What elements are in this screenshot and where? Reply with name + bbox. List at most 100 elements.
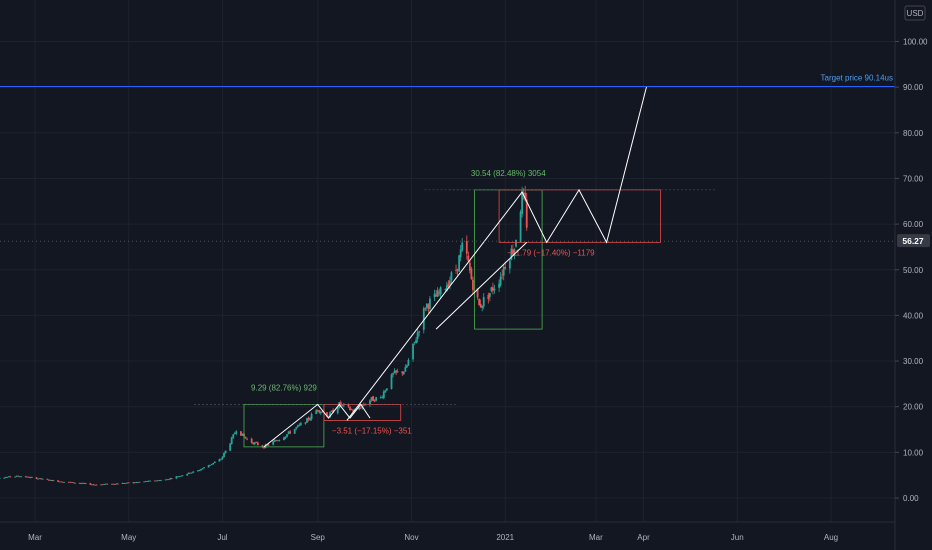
price-axis[interactable]: 0.00 10.00 20.00 30.00 40.00 50.00 60.00 70.00 8…: [895, 38, 928, 504]
candle-body: [218, 459, 221, 462]
candle-body: [498, 283, 500, 288]
candle-body: [38, 478, 41, 480]
candle-body: [304, 422, 307, 424]
candle-body: [3, 477, 6, 479]
candle-body: [101, 484, 104, 486]
candle-body: [396, 371, 399, 373]
candle-body: [425, 303, 428, 308]
candle-body: [170, 478, 173, 480]
candle-body: [358, 407, 361, 410]
candle-body: [293, 428, 296, 434]
candle-body: [207, 465, 210, 468]
candle-body: [51, 480, 53, 481]
candle-body: [373, 400, 376, 402]
candle-body: [235, 431, 238, 434]
candle-body: [284, 436, 287, 439]
candle-body: [240, 431, 242, 436]
candle-body: [435, 294, 437, 297]
candle-body: [166, 479, 169, 481]
candle-body: [501, 274, 504, 276]
candle-body: [100, 484, 102, 486]
currency-button[interactable]: USD: [904, 5, 926, 21]
candle-body: [276, 440, 279, 442]
candle-body: [459, 249, 462, 258]
candle-body: [4, 477, 7, 479]
candle-body: [349, 407, 351, 410]
candle-body: [24, 476, 27, 478]
candle-body: [439, 287, 442, 295]
candle-body: [468, 262, 471, 271]
candle-body: [350, 409, 353, 411]
candle-body: [14, 476, 16, 478]
candle-body: [212, 462, 215, 465]
candle-body: [372, 396, 374, 401]
candle-body: [433, 293, 436, 298]
candle-body: [316, 410, 319, 411]
candle-body: [233, 433, 236, 435]
candle-body: [223, 452, 225, 457]
candle-body: [40, 478, 43, 480]
y-tick-label: 100.00: [903, 38, 928, 47]
candle-body: [246, 438, 248, 440]
x-tick-label: Sep: [311, 533, 326, 542]
candle-body: [158, 480, 161, 482]
candle-body: [422, 308, 425, 330]
candle-body: [405, 365, 408, 368]
candle-body: [46, 478, 49, 480]
candle-body: [513, 249, 516, 257]
candle-body: [318, 410, 321, 413]
candle-body: [20, 476, 23, 478]
candle-body: [306, 418, 308, 423]
candle-body: [196, 470, 199, 472]
candle-body: [47, 479, 50, 481]
candle-body: [267, 444, 270, 446]
time-axis[interactable]: Mar May Jul Sep Nov 2021 Mar Apr Jun Aug: [28, 533, 838, 542]
candle-body: [369, 400, 371, 405]
candle-body: [157, 480, 159, 482]
candle-body: [472, 279, 474, 291]
candle-body: [385, 388, 388, 391]
candle-body: [81, 482, 84, 484]
candle-body: [481, 305, 484, 308]
candle-body: [35, 477, 38, 479]
candle-body: [393, 370, 396, 374]
candle-body: [522, 192, 525, 195]
candle-body: [384, 390, 387, 393]
candle-body: [149, 480, 152, 482]
candle-body: [424, 308, 427, 310]
candle-body: [132, 482, 135, 484]
candle-body: [359, 407, 362, 409]
candle-body: [80, 483, 83, 485]
candle-body: [327, 416, 330, 418]
candle-body: [515, 240, 517, 247]
candle-body: [133, 482, 136, 484]
x-tick-label: 2021: [496, 533, 514, 542]
y-tick-label: 40.00: [903, 311, 924, 320]
candle-body: [315, 410, 318, 414]
candle-body: [470, 268, 473, 280]
candle-body: [198, 470, 201, 472]
candle-body: [189, 472, 192, 474]
candle-body: [84, 483, 87, 485]
candle-body: [298, 424, 301, 426]
candle-body: [209, 464, 212, 466]
candle-body: [6, 476, 9, 478]
last-price-value: 56.27: [902, 236, 924, 246]
candle-body: [137, 482, 139, 483]
candle-body: [121, 483, 124, 485]
candle-body: [229, 443, 232, 451]
candle-body: [181, 475, 184, 477]
candle-body: [241, 433, 244, 436]
candle-body: [255, 441, 258, 443]
candle-body: [210, 464, 213, 465]
candle-body: [230, 437, 233, 445]
candle-body: [60, 481, 63, 483]
candle-body: [201, 468, 204, 470]
x-tick-label: Jun: [731, 533, 744, 542]
candle-body: [458, 255, 461, 272]
candle-body: [456, 268, 459, 271]
candle-body: [445, 285, 448, 292]
candle-body: [476, 288, 479, 298]
candle-body: [326, 412, 328, 417]
